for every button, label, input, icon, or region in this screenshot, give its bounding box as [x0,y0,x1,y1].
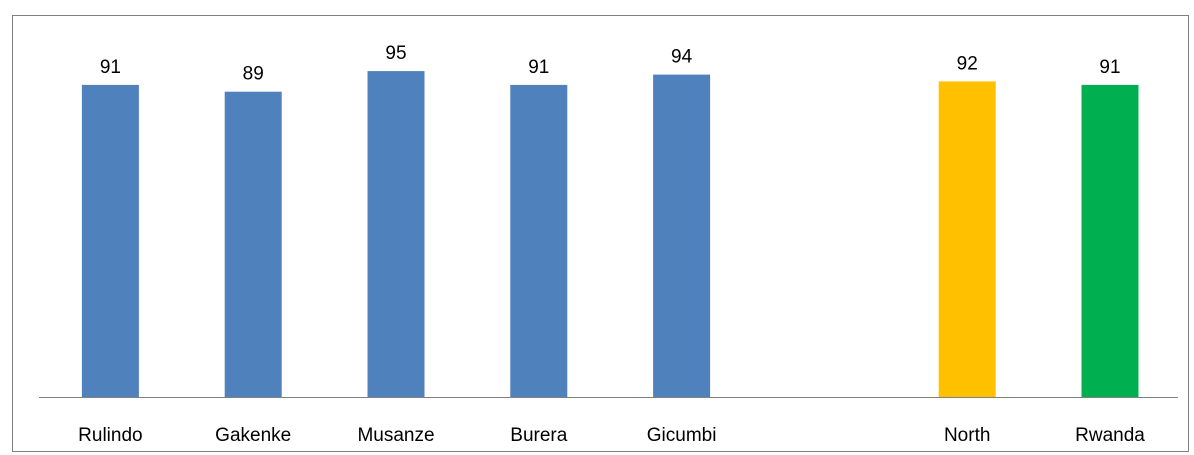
x-tick-label-gicumbi: Gicumbi [647,425,717,446]
data-label-rulindo: 91 [100,57,121,78]
bar-burera [510,84,568,398]
data-label-musanze: 95 [385,43,406,64]
data-label-north: 92 [957,53,978,74]
x-tick-label-gakenke: Gakenke [215,425,291,446]
x-tick-label-burera: Burera [510,425,567,446]
bar-north [938,81,996,398]
bar-gakenke [224,91,282,397]
bar-rulindo [81,84,139,398]
bar-gicumbi [653,74,711,397]
x-tick-label-north: North [944,425,990,446]
x-tick-label-musanze: Musanze [357,425,434,446]
x-tick-label-rwanda: Rwanda [1075,425,1145,446]
data-label-burera: 91 [528,57,549,78]
data-label-rwanda: 91 [1099,57,1120,78]
data-label-gicumbi: 94 [671,47,693,68]
bar-musanze [367,71,425,397]
bar-rwanda [1081,84,1139,398]
x-tick-label-rulindo: Rulindo [78,425,142,446]
data-label-gakenke: 89 [243,64,264,85]
